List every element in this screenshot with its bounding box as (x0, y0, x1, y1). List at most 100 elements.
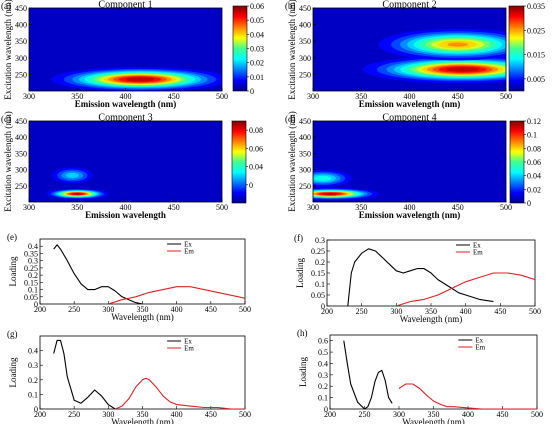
x-tick-label: 250 (356, 307, 368, 316)
x-tick-label: 400 (460, 307, 472, 316)
colorbar-tick-label: 0.06 (249, 144, 263, 153)
x-tick-label: 400 (120, 203, 132, 212)
y-axis-label: Loading (8, 357, 18, 387)
colorbar-tick-label: 0.03 (250, 45, 264, 54)
legend-label: Em (473, 249, 483, 257)
y-tick-label: 400 (15, 133, 27, 142)
contour-band (461, 68, 464, 71)
x-tick-label: 300 (102, 305, 114, 314)
y-tick-label: 0.05 (311, 291, 325, 300)
y-axis-label: Excitation wavelength (nm) (3, 0, 13, 100)
contour-band (314, 175, 332, 181)
y-axis-label: Loading (298, 357, 308, 387)
x-tick-label: 400 (120, 92, 132, 101)
x-tick-label: 350 (428, 410, 440, 419)
colorbar-tick-label: 0.015 (527, 51, 545, 60)
colorbar-tick-label: 0 (249, 181, 253, 190)
plot-frame (39, 238, 246, 305)
series-group (343, 340, 537, 409)
y-tick-label: 450 (15, 117, 27, 126)
x-tick-label: 400 (462, 410, 474, 419)
panel-label: (c) (1, 114, 11, 124)
colorbar-tick-label: 0.01 (250, 73, 264, 82)
legend-label: Ex (475, 337, 483, 345)
x-tick-label: 350 (137, 305, 149, 314)
y-tick-label: 0.1 (28, 390, 38, 399)
colorbar-tick-label: 0.12 (527, 117, 541, 126)
panel-h: 200 250 300 350 400 450 500 0 0.1 0.2 0.3 0.4 0.5 0.6… (297, 328, 543, 424)
y-tick-label: 0.5 (318, 348, 328, 357)
x-tick-label: 350 (71, 92, 83, 101)
colorbar-tick-label: 0.06 (250, 2, 264, 11)
x-tick-label: 250 (359, 410, 371, 419)
heatmap-area (313, 8, 506, 91)
contour-band (76, 193, 78, 195)
contour-band (65, 172, 79, 178)
x-tick-label: 400 (171, 305, 183, 314)
legend-label: Ex (184, 241, 192, 249)
y-tick-label: 400 (15, 21, 27, 30)
x-tick-label: 350 (425, 307, 437, 316)
series-ex-line (347, 248, 494, 306)
y-tick-label: 0.25 (311, 247, 325, 256)
y-tick-label: 0 (321, 302, 325, 311)
y-axis-label: Excitation wavelength (nm) (3, 111, 13, 211)
x-tick-label: 400 (404, 203, 416, 212)
colorbar-tick-label: 0.04 (527, 172, 541, 181)
x-tick-label: 300 (23, 92, 35, 101)
panel-label: (g) (7, 329, 18, 339)
x-tick-label: 250 (68, 410, 80, 419)
contour-band (329, 193, 331, 195)
series-em-line (114, 377, 245, 409)
colorbar (231, 120, 247, 204)
x-tick-label: 500 (216, 92, 228, 101)
y-tick-label: 300 (299, 54, 311, 63)
x-tick-label: 250 (68, 305, 80, 314)
x-axis-label: Emission wavelength (nm) (359, 99, 461, 109)
chart-title: Component 1 (98, 0, 152, 11)
y-tick-label: 450 (299, 117, 311, 126)
y-tick-label: 0.2 (318, 382, 328, 391)
colorbar-tick-label: 0.06 (527, 158, 541, 167)
series-group (347, 248, 535, 306)
colorbar-tick-label: 0.08 (527, 144, 541, 153)
colorbar-tick-label: 0.02 (250, 59, 264, 68)
heatmap-background (29, 121, 222, 202)
colorbar-tick-label: 0 (527, 199, 531, 208)
chart-title: Component 2 (382, 0, 436, 11)
y-tick-label: 300 (15, 166, 27, 175)
x-tick-label: 500 (239, 305, 251, 314)
heatmap-peak (313, 169, 352, 187)
y-axis-label: Excitation wavelength (nm) (287, 111, 297, 211)
colorbar-tick-label: 0.005 (527, 75, 545, 84)
y-tick-label: 0.2 (315, 258, 325, 267)
series-em-line (396, 272, 535, 306)
colorbar-tick-label: 0.05 (250, 16, 264, 25)
heatmap-peak (52, 167, 93, 184)
y-tick-label: 0.15 (24, 278, 38, 287)
x-tick-label: 450 (205, 305, 217, 314)
x-tick-label: 500 (531, 410, 543, 419)
y-tick-label: 250 (299, 182, 311, 191)
y-tick-label: 0.1 (318, 394, 328, 403)
y-tick-label: 0.2 (28, 271, 38, 280)
colorbar-tick-label: 0.02 (527, 185, 541, 194)
colorbar-tick-label: 0.08 (249, 126, 263, 135)
y-tick-label: 400 (299, 21, 311, 30)
x-axis-label: Wavelength (nm) (111, 417, 174, 424)
x-tick-label: 400 (404, 92, 416, 101)
y-axis-label: Loading (295, 258, 305, 288)
y-tick-label: 350 (299, 149, 311, 158)
x-tick-label: 450 (452, 203, 464, 212)
x-tick-label: 450 (494, 307, 506, 316)
x-tick-label: 300 (307, 92, 319, 101)
x-tick-label: 300 (23, 203, 35, 212)
y-tick-label: 0.3 (318, 371, 328, 380)
x-tick-label: 500 (239, 410, 251, 419)
y-tick-label: 0.1 (28, 286, 38, 295)
panel-label: (a) (1, 1, 11, 11)
series-group (53, 244, 245, 304)
